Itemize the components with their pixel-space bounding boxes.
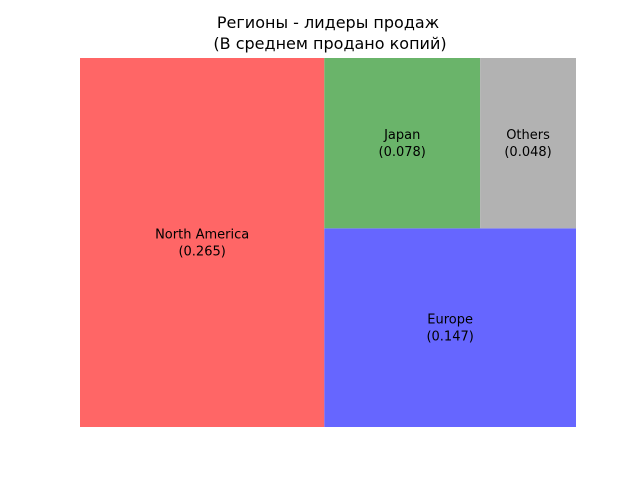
tile-north-america: [80, 58, 325, 427]
tile-label-others: Others: [506, 128, 550, 143]
tile-value-north-america: (0.265): [178, 245, 225, 260]
tile-others: [480, 58, 576, 229]
treemap-tiles: [80, 58, 576, 427]
treemap-labels: North America (0.265) Europe (0.147) Japan (…: [155, 128, 552, 345]
chart-title-line2: (В среднем продано копий): [213, 34, 446, 53]
tile-value-japan: (0.078): [379, 145, 426, 160]
tile-europe: [324, 228, 576, 427]
tile-value-europe: (0.147): [426, 330, 473, 345]
tile-label-europe: Europe: [427, 313, 473, 328]
tile-japan: [324, 58, 481, 229]
tile-label-north-america: North America: [155, 228, 249, 243]
chart-title: Регионы - лидеры продаж (В среднем прода…: [213, 13, 446, 53]
chart-title-line1: Регионы - лидеры продаж: [217, 13, 439, 32]
tile-value-others: (0.048): [504, 145, 551, 160]
tile-label-japan: Japan: [383, 128, 420, 143]
